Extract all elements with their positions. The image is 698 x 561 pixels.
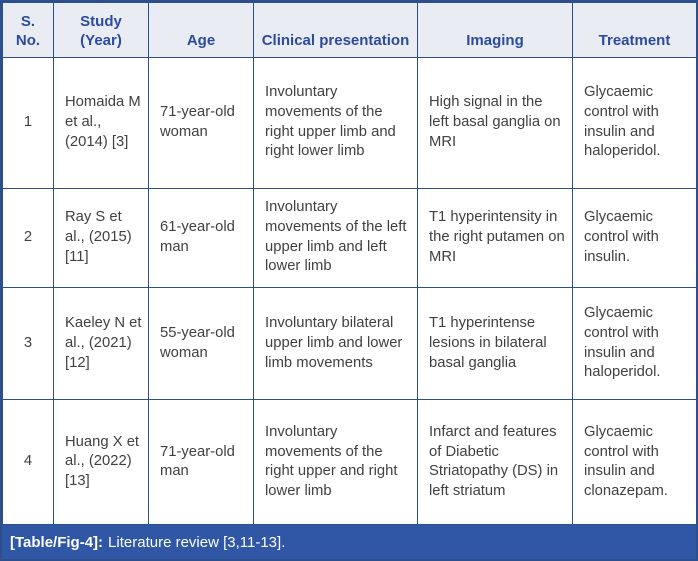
table-row: 2 Ray S et al., (2015) [11] 61-year-old … — [2, 187, 697, 288]
cell-age: 71-year-old woman — [148, 57, 254, 189]
table-row: 3 Kaeley N et al., (2021) [12] 55-year-o… — [2, 286, 697, 401]
cell-treatment: Glycaemic control with insulin and halop… — [572, 57, 697, 189]
column-header-study-year: Study (Year) — [53, 2, 149, 58]
cell-imaging: T1 hyperintensity in the right putamen o… — [417, 187, 573, 288]
cell-study-year: Homaida M et al., (2014) [3] — [53, 57, 149, 189]
column-header-sno: S. No. — [2, 2, 54, 58]
cell-sno: 1 — [2, 57, 54, 189]
cell-imaging: Infarct and features of Diabetic Striato… — [417, 399, 573, 525]
table-caption: [Table/Fig-4]: Literature review [3,11-1… — [2, 525, 696, 559]
column-header-clinical-presentation: Clinical presentation — [253, 2, 418, 58]
cell-age: 55-year-old woman — [148, 286, 254, 401]
cell-age: 71-year-old man — [148, 399, 254, 525]
cell-imaging: T1 hyperintense lesions in bilateral bas… — [417, 286, 573, 401]
cell-age: 61-year-old man — [148, 187, 254, 288]
column-header-age: Age — [148, 2, 254, 58]
cell-imaging: High signal in the left basal ganglia on… — [417, 57, 573, 189]
cell-treatment: Glycaemic control with insulin. — [572, 187, 697, 288]
column-header-treatment: Treatment — [572, 2, 697, 58]
cell-treatment: Glycaemic control with insulin and halop… — [572, 286, 697, 401]
cell-clinical-presentation: Involuntary bilateral upper limb and low… — [253, 286, 418, 401]
table-row: 4 Huang X et al., (2022) [13] 71-year-ol… — [2, 399, 697, 525]
cell-sno: 4 — [2, 399, 54, 525]
header-row: S. No. Study (Year) Age Clinical present… — [2, 2, 697, 58]
cell-clinical-presentation: Involuntary movements of the left upper … — [253, 187, 418, 288]
cell-treatment: Glycaemic control with insulin and clona… — [572, 399, 697, 525]
cell-study-year: Huang X et al., (2022) [13] — [53, 399, 149, 525]
cell-clinical-presentation: Involuntary movements of the right upper… — [253, 399, 418, 525]
column-header-imaging: Imaging — [417, 2, 573, 58]
cell-sno: 2 — [2, 187, 54, 288]
table-row: 1 Homaida M et al., (2014) [3] 71-year-o… — [2, 57, 697, 189]
cell-study-year: Ray S et al., (2015) [11] — [53, 187, 149, 288]
table-caption-text: Literature review [3,11-13]. — [108, 533, 286, 551]
literature-review-table: S. No. Study (Year) Age Clinical present… — [2, 2, 697, 525]
table-caption-label: [Table/Fig-4]: — [10, 533, 104, 551]
cell-study-year: Kaeley N et al., (2021) [12] — [53, 286, 149, 401]
cell-clinical-presentation: Involuntary movements of the right upper… — [253, 57, 418, 189]
cell-sno: 3 — [2, 286, 54, 401]
